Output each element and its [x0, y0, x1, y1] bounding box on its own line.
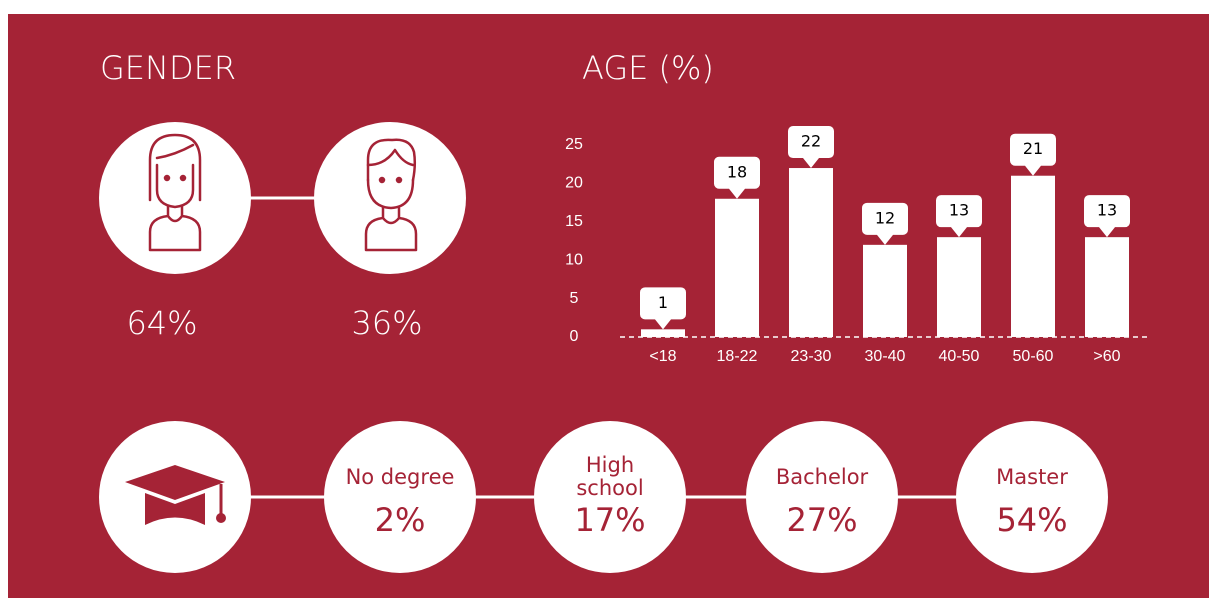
y-tick-label: 0 [570, 328, 579, 345]
female-icon [148, 133, 202, 252]
education-value: 17% [574, 501, 645, 539]
education-label: Master [996, 465, 1068, 489]
education-circle [324, 421, 476, 573]
age-chart: 0 5 10 15 20 25 1 <18 18 18-22 22 23-30 12 30-40 13 40-… [565, 126, 1150, 365]
value-label: 12 [875, 208, 895, 227]
callout [862, 202, 908, 245]
y-tick-label: 5 [570, 290, 579, 307]
y-tick-label: 20 [565, 175, 583, 192]
bar [937, 237, 981, 337]
female-percent: 64% [126, 304, 197, 342]
education-value: 27% [786, 501, 857, 539]
female-circle [99, 122, 251, 274]
y-tick-label: 15 [565, 213, 583, 230]
value-label: 13 [1097, 201, 1117, 220]
male-circle [314, 122, 466, 274]
chart-title: AGE (%) [582, 49, 714, 87]
bar [789, 168, 833, 337]
callout [640, 287, 686, 330]
male-icon [364, 138, 418, 252]
y-tick-label: 10 [565, 251, 583, 268]
x-tick-label: >60 [1093, 348, 1120, 365]
x-tick-label: <18 [649, 348, 676, 365]
bar [1085, 237, 1129, 337]
education-value: 2% [375, 501, 426, 539]
education-circle [746, 421, 898, 573]
bar [641, 329, 685, 337]
x-tick-label: 30-40 [865, 348, 906, 365]
education-label: No degree [346, 465, 455, 489]
callout [936, 195, 983, 238]
x-tick-label: 40-50 [939, 348, 980, 365]
value-label: 22 [801, 132, 821, 151]
x-tick-label: 50-60 [1013, 348, 1054, 365]
value-label: 13 [949, 201, 969, 220]
x-tick-label: 23-30 [791, 348, 832, 365]
male-percent: 36% [351, 304, 422, 342]
value-label: 21 [1023, 139, 1043, 158]
y-tick-label: 25 [565, 136, 583, 153]
value-label: 1 [658, 293, 668, 312]
education-label: Bachelor [776, 465, 869, 489]
education-value: 54% [996, 501, 1067, 539]
education-circle [534, 421, 686, 573]
education-circle [956, 421, 1108, 573]
callout [788, 126, 834, 169]
gender-title: GENDER [100, 49, 236, 87]
bar [863, 244, 907, 337]
callout [714, 156, 760, 199]
x-tick-label: 18-22 [717, 348, 758, 365]
education-label: High school [576, 453, 643, 500]
callout [1010, 133, 1056, 176]
bar [1011, 175, 1055, 337]
bar [715, 198, 759, 337]
callout [1084, 195, 1130, 238]
graduation-cap-icon [125, 465, 226, 525]
value-label: 18 [727, 162, 747, 181]
